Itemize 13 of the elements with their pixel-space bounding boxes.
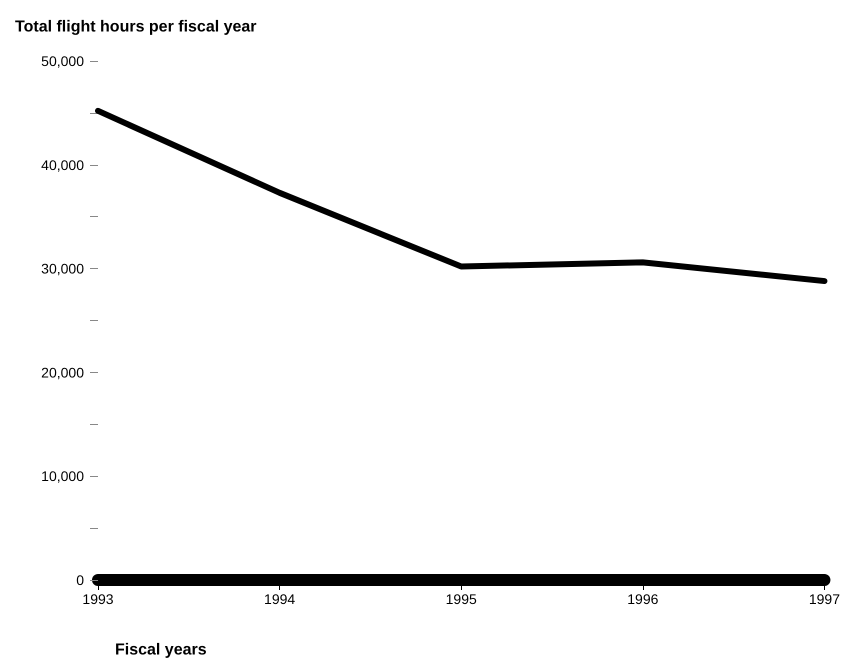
x-tick-label: 1995 bbox=[446, 591, 477, 607]
y-tick-label: 10,000 bbox=[41, 468, 84, 484]
y-tick-label: 50,000 bbox=[41, 53, 84, 69]
y-tick-label: 20,000 bbox=[41, 364, 84, 380]
x-axis-title: Fiscal years bbox=[115, 642, 207, 658]
x-tick-label: 1993 bbox=[82, 591, 114, 607]
x-tick-label: 1994 bbox=[264, 591, 296, 607]
x-tick-label: 1997 bbox=[808, 591, 840, 607]
y-tick-label: 0 bbox=[76, 572, 84, 588]
y-tick-label: 40,000 bbox=[41, 156, 84, 173]
y-tick-label: 30,000 bbox=[41, 260, 84, 277]
chart-title: Total flight hours per fiscal year bbox=[15, 18, 257, 36]
x-tick-label: 1996 bbox=[627, 591, 659, 607]
